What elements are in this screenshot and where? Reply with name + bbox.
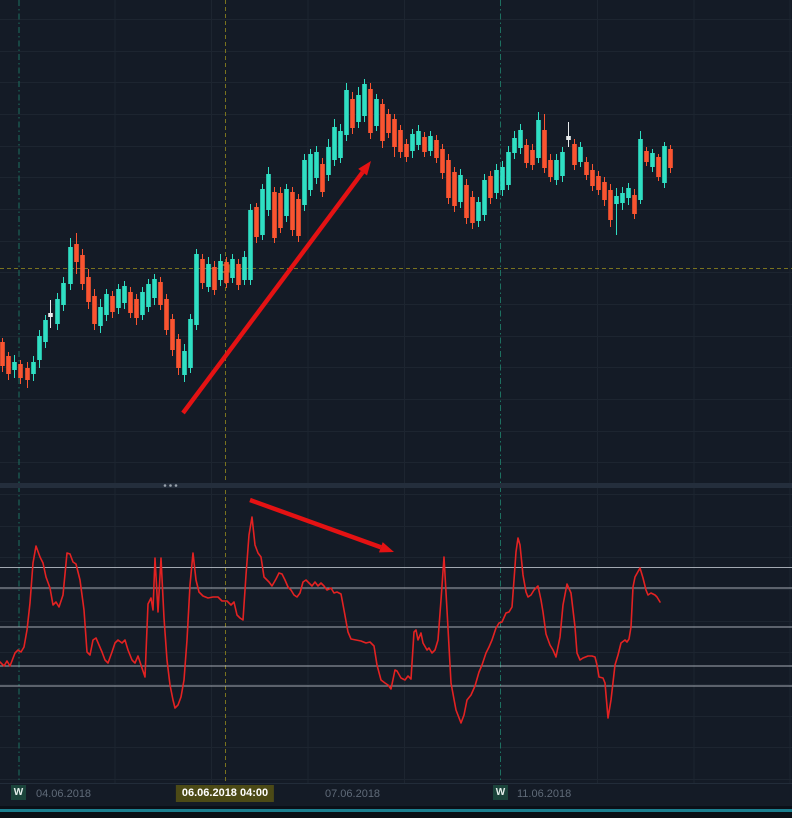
trend-arrow-up[interactable] (181, 161, 371, 415)
crosshair-time-label: 06.06.2018 04:00 (175, 785, 275, 802)
pane-menu-button[interactable] (163, 484, 178, 487)
axis-date-label: 07.06.2018 (325, 788, 381, 800)
week-marker-badge: W (493, 785, 508, 800)
trend-arrow-down[interactable] (249, 497, 394, 553)
oscillator-line (0, 516, 661, 724)
bottom-teal-bar (0, 809, 792, 812)
axis-date-label: 11.06.2018 (517, 788, 572, 800)
bottom-dark-strip (0, 812, 792, 818)
week-separator-lines (18, 0, 501, 783)
axis-date-label: 04.06.2018 (36, 788, 92, 800)
pane-separator[interactable] (0, 483, 792, 488)
bottom-gap-bar (0, 806, 792, 809)
week-marker-badge: W (11, 785, 26, 800)
gridlines-group (0, 0, 792, 783)
indicator-level-lines (0, 567, 792, 687)
candles-group (0, 79, 673, 388)
time-axis[interactable]: W 04.06.2018 06.06.2018 04:00 07.06.2018… (0, 784, 792, 806)
